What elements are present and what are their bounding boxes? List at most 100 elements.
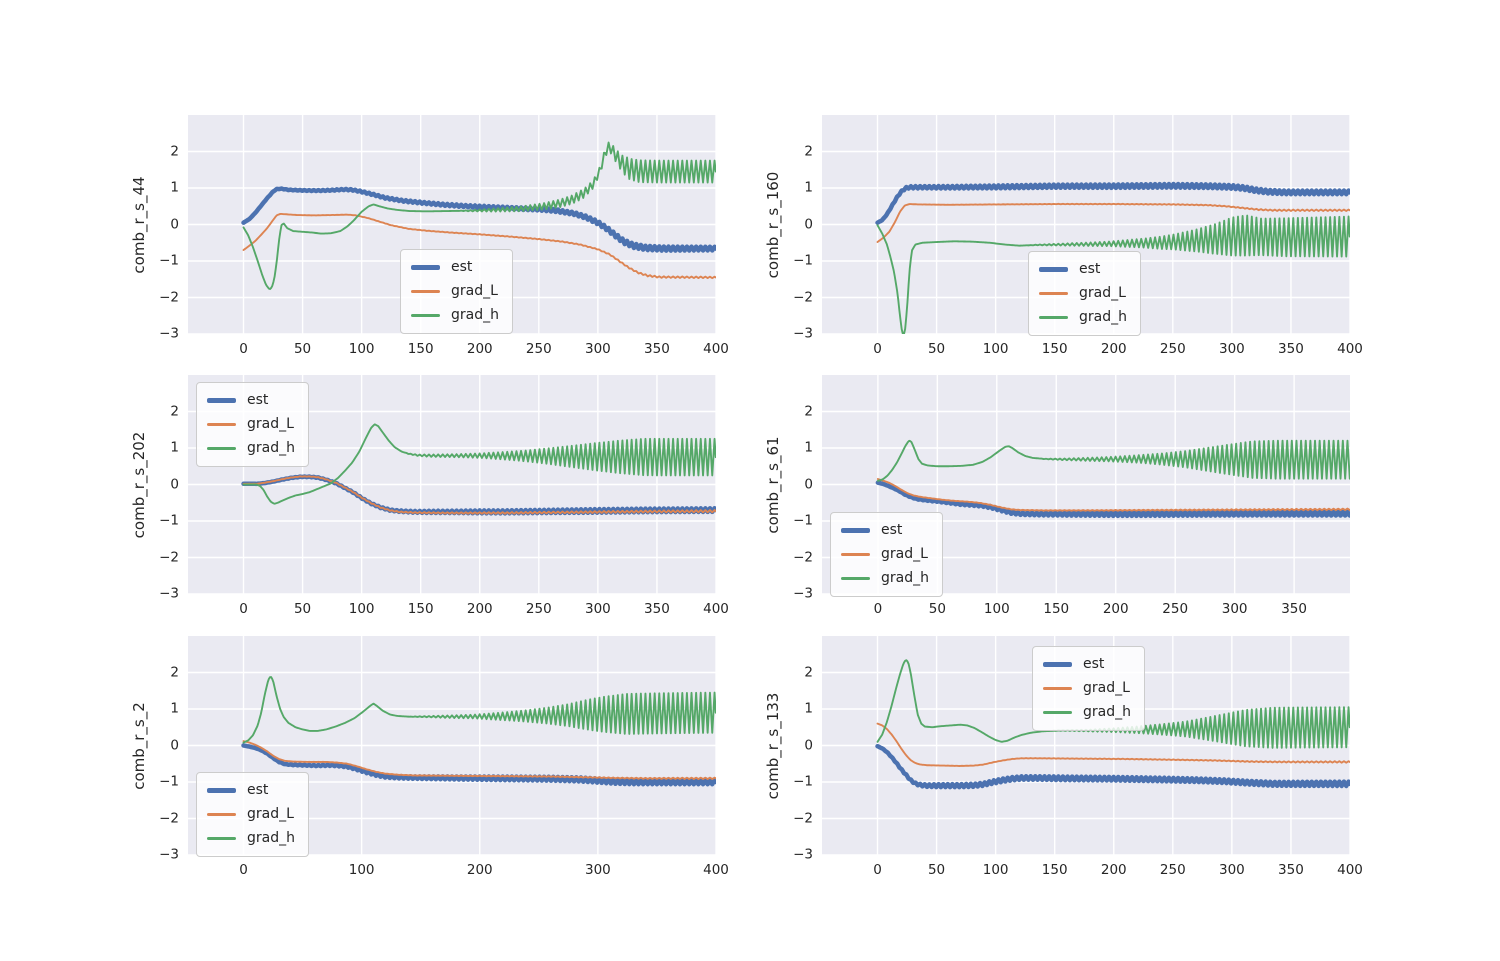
- x-tick-label: 300: [1221, 601, 1248, 617]
- x-tick-label: 50: [293, 341, 312, 357]
- legend-line-swatch-grad_L: [207, 813, 236, 816]
- legend-line-swatch-grad_L: [1043, 687, 1072, 690]
- y-tick-label: 1: [804, 439, 813, 456]
- y-tick-label: −1: [793, 512, 813, 529]
- y-tick-label: −1: [159, 252, 179, 269]
- x-tick-label: 0: [239, 862, 248, 878]
- x-tick-label: 100: [983, 601, 1010, 617]
- legend-line-swatch-est: [207, 398, 236, 403]
- legend-line-swatch-est: [1043, 662, 1072, 667]
- legend-line-swatch-grad_h: [207, 837, 236, 840]
- subplot-comb_r_s_133: comb_r_s_133 2 1 0 −1 −2 −3 0 50 100 150 200 250 300 3…: [764, 636, 1363, 877]
- y-axis-label: comb_r_s_160: [764, 171, 782, 278]
- legend-item-grad_h: grad_h: [841, 568, 929, 589]
- x-tick-label: 250: [525, 601, 552, 617]
- legend-label: grad_h: [1083, 703, 1131, 720]
- x-tick-label: 200: [466, 341, 493, 357]
- x-tick-label: 200: [1102, 601, 1129, 617]
- legend: est grad_L grad_h: [1032, 646, 1145, 731]
- x-tick-label: 150: [1041, 341, 1068, 357]
- y-tick-label: 2: [804, 402, 813, 419]
- legend-item-est: est: [841, 520, 929, 541]
- legend-label: est: [1083, 655, 1105, 672]
- x-tick-label: 200: [466, 601, 493, 617]
- y-tick-label: 1: [170, 700, 179, 717]
- y-axis-label: comb_r_s_133: [764, 692, 782, 799]
- x-tick-label: 0: [873, 601, 883, 617]
- y-tick-label: 1: [170, 179, 179, 196]
- y-tick-label: 0: [804, 215, 813, 232]
- y-tick-label: −1: [159, 512, 179, 529]
- legend-label: est: [881, 521, 903, 538]
- legend-label: grad_h: [881, 569, 929, 586]
- subplot-comb_r_s_160: comb_r_s_160 2 1 0 −1 −2 −3 0 50 100 150 200 250 300 3…: [764, 115, 1363, 356]
- x-tick-label: 250: [1162, 601, 1189, 617]
- line-grad_L: [242, 212, 716, 280]
- x-tick-label: 300: [584, 601, 611, 617]
- y-axis-label: comb_r_s_202: [130, 431, 148, 538]
- y-tick-label: 0: [170, 736, 179, 753]
- y-tick-label: −2: [159, 548, 179, 565]
- legend-item-est: est: [411, 257, 499, 278]
- y-axis-label: comb_r_s_44: [130, 175, 148, 274]
- legend-label: grad_L: [247, 415, 294, 432]
- y-tick-label: −2: [159, 809, 179, 826]
- line-grad_L: [242, 740, 716, 781]
- y-tick-label: 2: [170, 402, 179, 419]
- y-tick-label: 2: [804, 663, 813, 680]
- x-tick-label: 400: [703, 862, 729, 878]
- plot-area: [822, 375, 1350, 594]
- legend-line-swatch-grad_h: [411, 314, 440, 317]
- x-tick-label: 50: [928, 601, 946, 617]
- legend-item-grad_L: grad_L: [207, 804, 295, 825]
- legend-line-swatch-grad_L: [1039, 292, 1068, 295]
- x-tick-label: 300: [1218, 341, 1245, 357]
- legend-item-grad_L: grad_L: [1039, 283, 1127, 304]
- line-grad_L: [876, 722, 1350, 767]
- line-est: [875, 480, 1350, 519]
- legend-item-est: est: [207, 780, 295, 801]
- legend-line-swatch-grad_L: [841, 553, 870, 556]
- line-est: [875, 743, 1350, 790]
- legend-label: grad_h: [1079, 308, 1127, 325]
- legend-line-swatch-grad_h: [841, 577, 870, 580]
- y-tick-label: −2: [793, 809, 813, 826]
- line-est: [875, 181, 1350, 225]
- legend-label: grad_L: [881, 545, 928, 562]
- legend-line-swatch-grad_h: [207, 447, 236, 450]
- legend-line-swatch-est: [207, 788, 236, 793]
- legend: est grad_L grad_h: [196, 772, 309, 857]
- y-tick-label: 2: [804, 142, 813, 159]
- y-tick-label: −1: [159, 773, 179, 790]
- legend-item-grad_h: grad_h: [1039, 307, 1127, 328]
- x-tick-label: 150: [1041, 862, 1068, 878]
- x-tick-label: 250: [525, 341, 552, 357]
- x-tick-label: 150: [407, 341, 434, 357]
- x-tick-label: 100: [982, 341, 1009, 357]
- y-tick-label: 1: [804, 700, 813, 717]
- legend-item-grad_h: grad_h: [1043, 702, 1131, 723]
- subplot-comb_r_s_202: comb_r_s_202 2 1 0 −1 −2 −3 0 50 100 150 200 250 300 3…: [130, 375, 729, 616]
- legend-line-swatch-grad_h: [1043, 711, 1072, 714]
- x-tick-label: 400: [1337, 341, 1363, 357]
- y-tick-label: 0: [170, 215, 179, 232]
- y-tick-label: −1: [793, 773, 813, 790]
- legend-label: grad_h: [247, 439, 295, 456]
- y-tick-label: −3: [159, 846, 179, 863]
- legend-item-grad_L: grad_L: [841, 544, 929, 565]
- y-axis-label: comb_r_s_2: [130, 701, 148, 790]
- legend-item-grad_L: grad_L: [207, 414, 295, 435]
- y-tick-label: 2: [170, 663, 179, 680]
- x-tick-label: 100: [982, 862, 1009, 878]
- legend-label: est: [247, 391, 269, 408]
- x-tick-label: 150: [1043, 601, 1070, 617]
- y-tick-label: 1: [804, 179, 813, 196]
- subplot-comb_r_s_2: comb_r_s_2 2 1 0 −1 −2 −3 0 100 200 300 400 est grad_…: [130, 636, 729, 877]
- x-tick-label: 150: [407, 601, 434, 617]
- legend: est grad_L grad_h: [830, 512, 943, 597]
- line-grad_h: [242, 141, 716, 290]
- x-tick-label: 350: [1278, 341, 1304, 357]
- line-grad_L: [876, 478, 1350, 512]
- x-tick-label: 350: [644, 601, 670, 617]
